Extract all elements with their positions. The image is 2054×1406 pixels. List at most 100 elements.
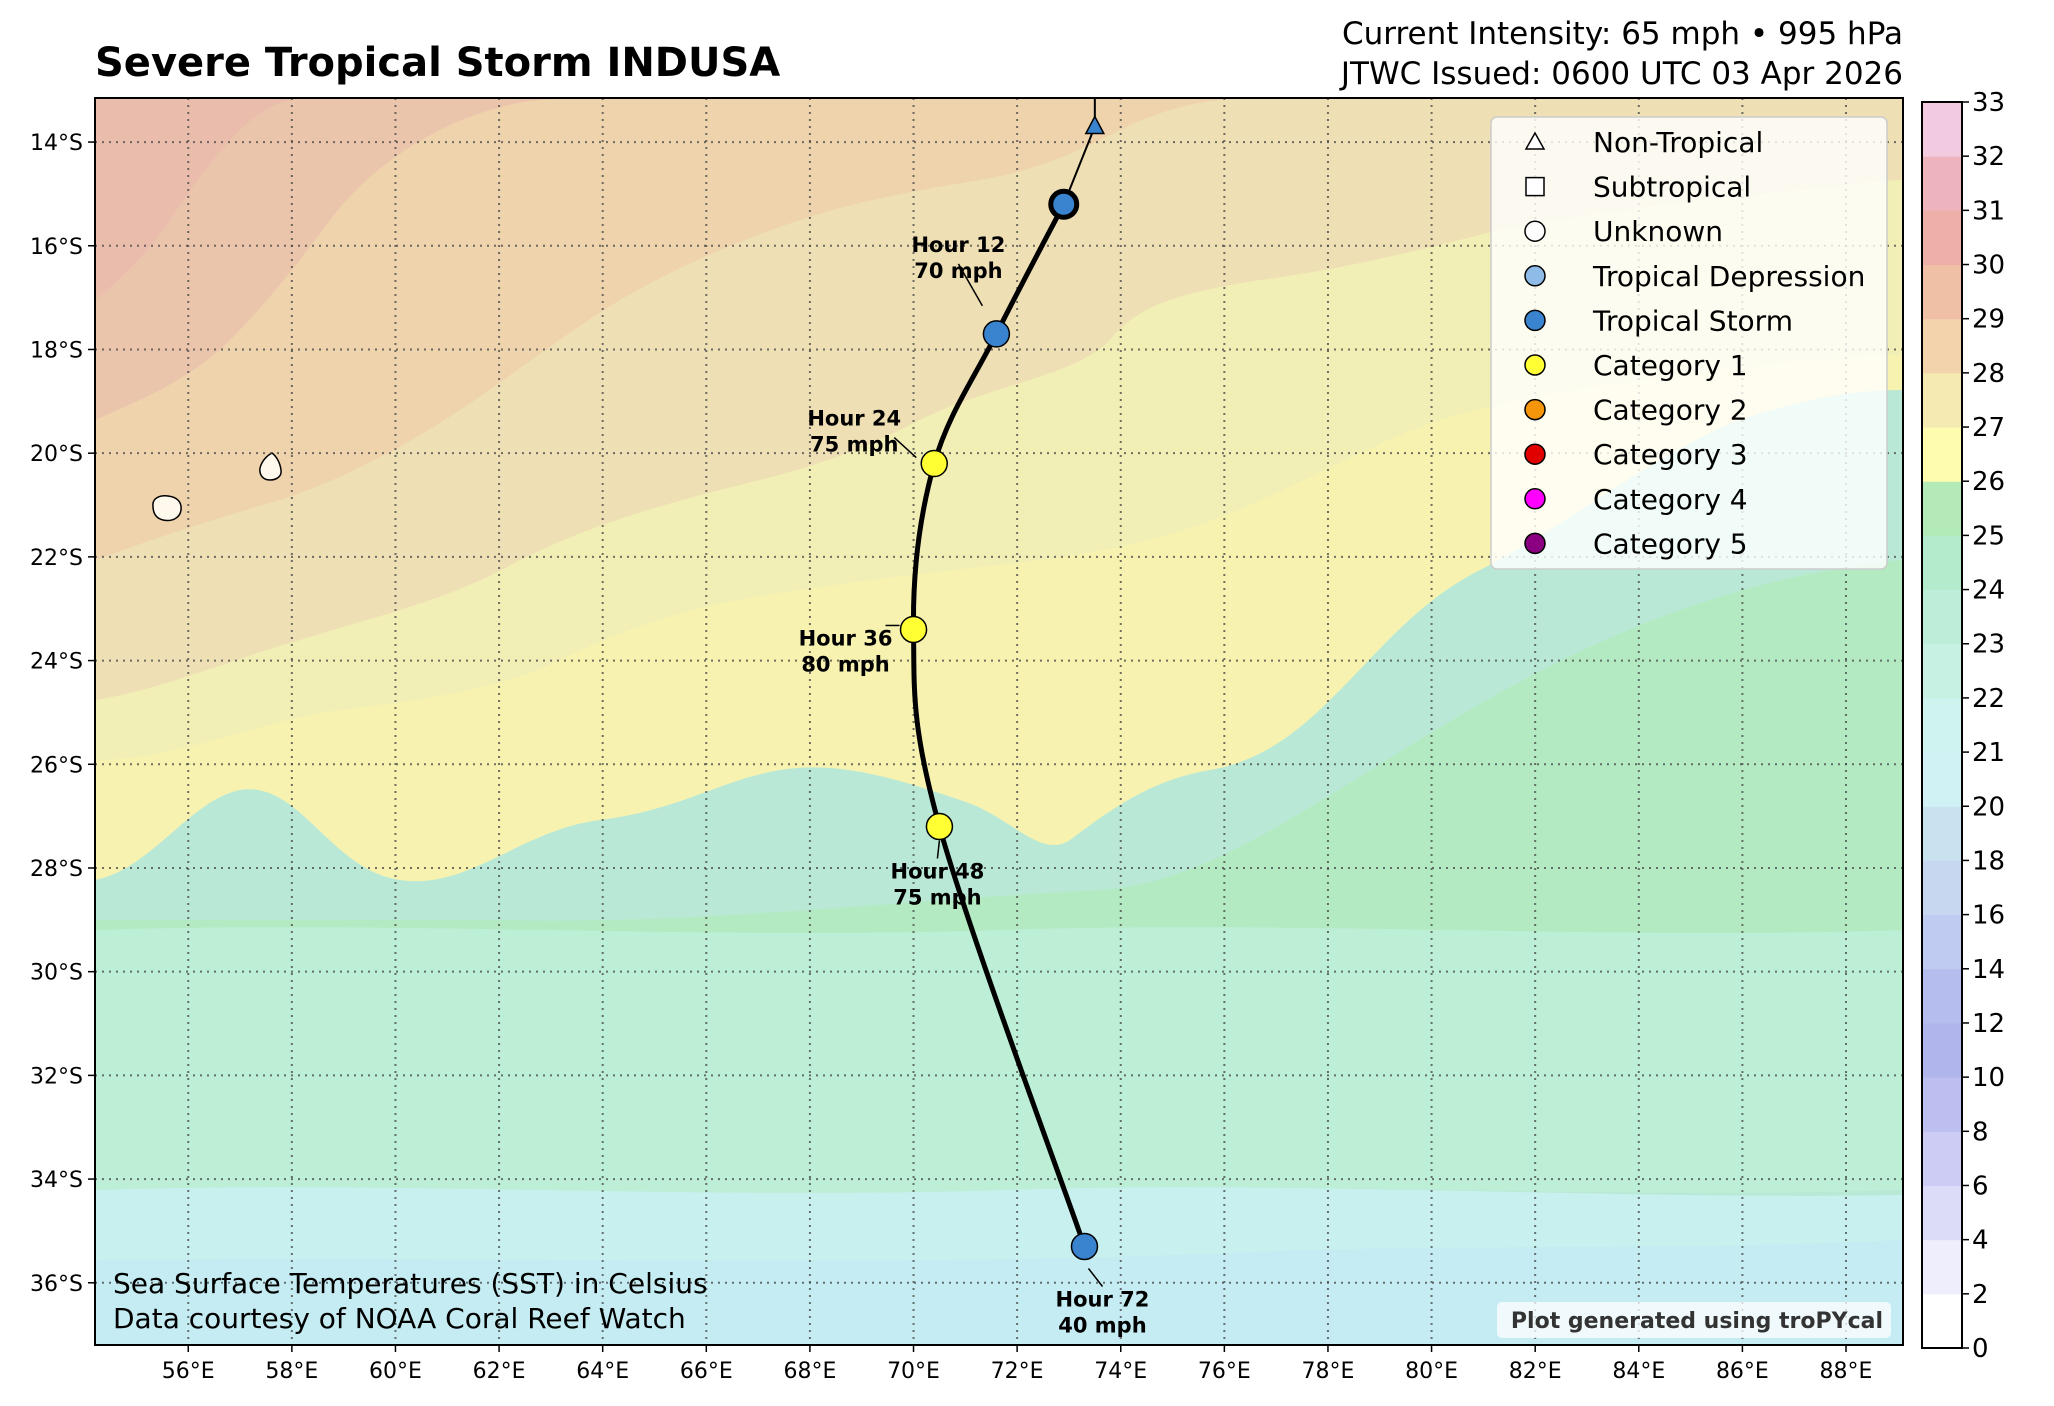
colorbar-swatch	[1922, 1022, 1962, 1078]
colorbar-swatch	[1922, 1077, 1962, 1132]
colorbar-label: 26	[1972, 467, 2005, 497]
legend-marker-circle	[1524, 354, 1546, 376]
forecast-wind-label: 40 mph	[1058, 1313, 1146, 1337]
legend-marker-circle	[1524, 220, 1546, 242]
lat-tick-label: 16°S	[30, 235, 83, 260]
legend-label: Subtropical	[1593, 171, 1751, 204]
lon-tick-label: 86°E	[1716, 1359, 1769, 1384]
colorbar-label: 12	[1972, 1009, 2005, 1039]
lat-tick-label: 22°S	[30, 546, 83, 571]
map-frame	[94, 97, 1904, 1346]
legend-marker-circle	[1524, 309, 1546, 332]
colorbar-swatch	[1922, 914, 1962, 970]
forecast-hour-label: Hour 12	[911, 233, 1005, 257]
colorbar-swatch	[1922, 372, 1962, 428]
colorbar-swatch	[1922, 806, 1962, 861]
lon-tick-label: 68°E	[783, 1359, 836, 1384]
legend-marker-circle	[1524, 398, 1546, 421]
colorbar-label: 10	[1972, 1063, 2005, 1093]
legend-label: Non-Tropical	[1593, 126, 1763, 159]
lat-tick-label: 28°S	[30, 857, 83, 882]
colorbar-label: 14	[1972, 955, 2005, 985]
legend-label: Category 4	[1593, 483, 1748, 516]
legend-label: Tropical Storm	[1592, 304, 1793, 337]
lon-tick-label: 80°E	[1405, 1359, 1458, 1384]
legend-label: Unknown	[1593, 215, 1723, 248]
legend-label: Tropical Depression	[1592, 260, 1865, 293]
colorbar-label: 30	[1972, 251, 2005, 281]
colorbar-label: 2	[1972, 1280, 1989, 1310]
lon-tick-label: 60°E	[369, 1359, 422, 1384]
colorbar-label: 31	[1972, 196, 2005, 226]
storm-info: Current Intensity: 65 mph • 995 hPa JTWC…	[1341, 14, 1903, 94]
lon-tick-label: 74°E	[1094, 1359, 1147, 1384]
colorbar-label: 25	[1972, 521, 2005, 551]
colorbar-label: 29	[1972, 305, 2005, 335]
legend-label: Category 1	[1593, 349, 1748, 382]
lat-tick-label: 14°S	[30, 131, 83, 156]
forecast-point	[920, 449, 948, 478]
colorbar-swatch	[1922, 1293, 1962, 1349]
legend-marker-circle	[1524, 443, 1546, 465]
forecast-wind-label: 75 mph	[893, 885, 981, 909]
colorbar-label: 23	[1972, 630, 2005, 660]
colorbar-swatch	[1922, 102, 1962, 157]
lat-lon-grid	[95, 98, 1903, 1345]
colorbar-swatch	[1922, 860, 1962, 916]
axis-ticks: 56°E 58°E 60°E 62°E 64°E 66°E 68°E 70°E 72°E 74°E…	[30, 131, 1872, 1384]
colorbar-swatch	[1922, 318, 1962, 374]
colorbar-label: 0	[1972, 1334, 1989, 1364]
colorbar-swatch	[1922, 481, 1962, 536]
legend-marker-triangle	[1524, 131, 1546, 150]
legend-label: Category 3	[1593, 438, 1748, 471]
colorbar-swatch	[1922, 1131, 1962, 1186]
lon-tick-label: 62°E	[473, 1359, 526, 1384]
colorbar-label: 6	[1972, 1171, 1989, 1201]
storm-track	[899, 98, 1106, 1261]
page-title: Severe Tropical Storm INDUSA	[95, 40, 781, 86]
colorbar-swatch	[1922, 210, 1962, 266]
colorbar-swatch	[1922, 427, 1962, 482]
colorbar-swatch	[1922, 264, 1962, 320]
legend: Non-Tropical Subtropical Unknown Tropical D…	[1490, 116, 1888, 570]
legend-marker-square	[1525, 176, 1545, 197]
legend-label: Category 2	[1593, 394, 1748, 427]
lat-tick-label: 24°S	[30, 650, 83, 675]
colorbar-swatch	[1922, 535, 1962, 591]
lat-tick-label: 34°S	[30, 1168, 83, 1193]
lon-tick-label: 56°E	[162, 1359, 215, 1384]
colorbar-label: 33	[1972, 88, 2005, 118]
legend-marker-circle	[1524, 532, 1546, 555]
lat-tick-label: 20°S	[30, 442, 83, 467]
colorbar-label: 20	[1972, 792, 2005, 822]
lon-tick-label: 76°E	[1198, 1359, 1251, 1384]
lon-tick-label: 70°E	[887, 1359, 940, 1384]
island-reunion	[152, 495, 182, 522]
colorbar-label: 27	[1972, 413, 2005, 443]
lon-tick-label: 64°E	[576, 1359, 629, 1384]
colorbar-swatch	[1922, 1239, 1962, 1295]
lon-tick-label: 58°E	[265, 1359, 318, 1384]
forecast-wind-label: 70 mph	[914, 259, 1002, 283]
island-mauritius	[259, 452, 282, 481]
colorbar-swatch	[1922, 968, 1962, 1024]
lat-tick-label: 36°S	[30, 1272, 83, 1297]
lon-tick-label: 78°E	[1302, 1359, 1355, 1384]
lat-tick-label: 30°S	[30, 961, 83, 986]
issued-time: JTWC Issued: 0600 UTC 03 Apr 2026	[1340, 56, 1903, 92]
track-point-nontropical	[1084, 114, 1106, 135]
legend-label: Category 5	[1593, 527, 1748, 560]
colorbar-swatch	[1922, 156, 1962, 211]
current-position-marker	[1048, 188, 1080, 220]
current-intensity: Current Intensity: 65 mph • 995 hPa	[1341, 16, 1903, 52]
colorbar-swatch	[1922, 697, 1962, 753]
forecast-hour-label: Hour 48	[891, 859, 985, 883]
colorbar-label: 8	[1972, 1117, 1989, 1147]
forecast-hour-label: Hour 24	[807, 407, 901, 431]
legend-marker-circle	[1524, 265, 1546, 287]
forecast-point	[982, 320, 1011, 348]
colorbar-label: 22	[1972, 684, 2005, 714]
lon-tick-label: 84°E	[1612, 1359, 1665, 1384]
lat-tick-label: 18°S	[30, 338, 83, 363]
